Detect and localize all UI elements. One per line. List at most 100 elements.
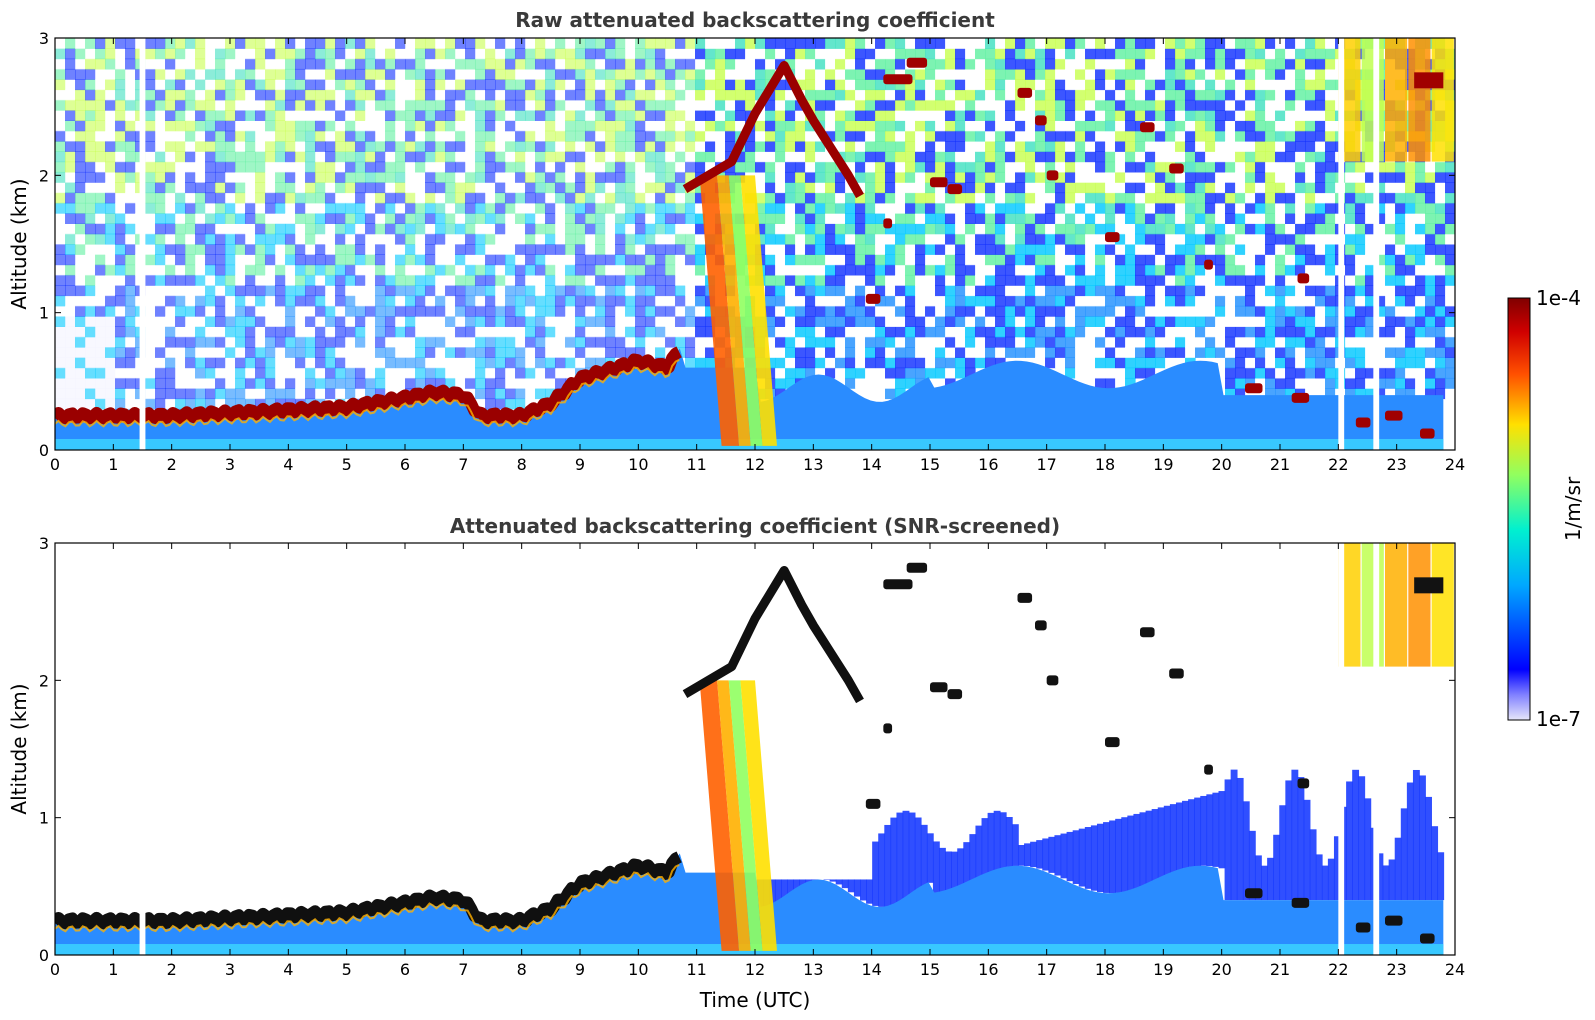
speckle-cell (415, 326, 426, 338)
speckle-cell (405, 223, 416, 235)
speckle-cell (675, 213, 686, 224)
speckle-cell (1155, 202, 1166, 214)
speckle-cell (1295, 377, 1306, 389)
speckle-cell (555, 336, 566, 348)
speckle-cell (185, 68, 196, 80)
speckle-cell (565, 68, 576, 80)
speckle-cell (105, 120, 116, 132)
speckle-cell (265, 182, 276, 194)
speckle-cell (1135, 295, 1146, 307)
speckle-cell (515, 110, 526, 121)
speckle-cell (1145, 223, 1156, 235)
speckle-cell (1255, 295, 1266, 307)
speckle-cell (845, 48, 856, 60)
speckle-cell (775, 347, 786, 358)
speckle-cell (295, 68, 306, 80)
speckle-cell (1185, 274, 1196, 286)
speckle-cell (535, 264, 546, 276)
speckle-cell (295, 213, 306, 224)
speckle-cell (1435, 295, 1446, 307)
speckle-cell (1235, 99, 1246, 111)
speckle-cell (1225, 367, 1236, 379)
speckle-cell (1135, 254, 1146, 266)
speckle-cell (925, 192, 936, 204)
speckle-cell (1085, 244, 1096, 255)
speckle-cell (385, 141, 396, 152)
speckle-cell (1445, 388, 1455, 400)
speckle-cell (475, 171, 486, 183)
speckle-cell (1235, 254, 1246, 266)
speckle-cell (385, 161, 396, 173)
speckle-cell (1425, 336, 1436, 348)
speckle-cell (865, 141, 876, 152)
speckle-cell (255, 336, 266, 348)
speckle-cell (1245, 192, 1256, 204)
speckle-cell (345, 388, 356, 400)
speckle-cell (1305, 357, 1316, 369)
speckle-cell (1155, 295, 1166, 307)
speckle-cell (625, 192, 636, 204)
speckle-cell (1205, 202, 1216, 214)
speckle-cell (1095, 274, 1106, 286)
speckle-cell (375, 316, 386, 327)
speckle-cell (365, 305, 376, 317)
speckle-cell (285, 171, 296, 183)
speckle-cell (575, 99, 586, 111)
speckle-cell (765, 233, 776, 245)
speckle-cell (1185, 141, 1196, 152)
speckle-cell (95, 58, 106, 70)
y-tick-label: 0 (39, 441, 49, 460)
speckle-cell (1065, 161, 1076, 173)
speckle-cell (235, 377, 246, 389)
speckle-cell (1025, 141, 1036, 152)
speckle-cell (315, 151, 326, 163)
speckle-cell (1025, 274, 1036, 286)
speckle-cell (315, 223, 326, 235)
speckle-cell (1085, 151, 1096, 163)
speckle-cell (1405, 192, 1416, 204)
speckle-cell (515, 151, 526, 163)
speckle-cell (455, 182, 466, 194)
speckle-cell (425, 285, 436, 297)
speckle-cell (365, 120, 376, 132)
speckle-cell (75, 336, 86, 348)
speckle-cell (85, 223, 96, 235)
speckle-cell (615, 182, 626, 194)
speckle-cell (545, 99, 556, 111)
speckle-cell (475, 347, 486, 358)
speckle-cell (485, 357, 496, 369)
speckle-cell (185, 244, 196, 255)
speckle-cell (345, 130, 356, 142)
speckle-cell (1225, 151, 1236, 163)
speckle-cell (1365, 233, 1376, 245)
speckle-cell (315, 388, 326, 400)
speckle-cell (855, 171, 866, 183)
speckle-cell (325, 367, 336, 379)
speckle-cell (815, 68, 826, 80)
speckle-cell (95, 388, 106, 400)
speckle-cell (1055, 213, 1066, 224)
speckle-cell (1425, 274, 1436, 286)
speckle-cell (935, 357, 946, 369)
speckle-cell (205, 316, 216, 327)
speckle-cell (445, 161, 456, 173)
speckle-cell (695, 89, 706, 101)
speckle-cell (905, 110, 916, 121)
speckle-cell (305, 161, 316, 173)
speckle-cell (1125, 192, 1136, 204)
speckle-cell (1275, 130, 1286, 142)
speckle-cell (1295, 182, 1306, 194)
speckle-cell (325, 264, 336, 276)
speckle-cell (1375, 182, 1386, 194)
speckle-cell (985, 233, 996, 245)
speckle-cell (445, 202, 456, 214)
speckle-cell (595, 244, 606, 255)
speckle-cell (685, 244, 696, 255)
speckle-cell (1235, 295, 1246, 307)
speckle-cell (1055, 264, 1066, 276)
speckle-cell (65, 223, 76, 235)
speckle-cell (75, 151, 86, 163)
speckle-cell (935, 141, 946, 152)
speckle-cell (1395, 171, 1406, 183)
speckle-cell (1185, 151, 1196, 163)
